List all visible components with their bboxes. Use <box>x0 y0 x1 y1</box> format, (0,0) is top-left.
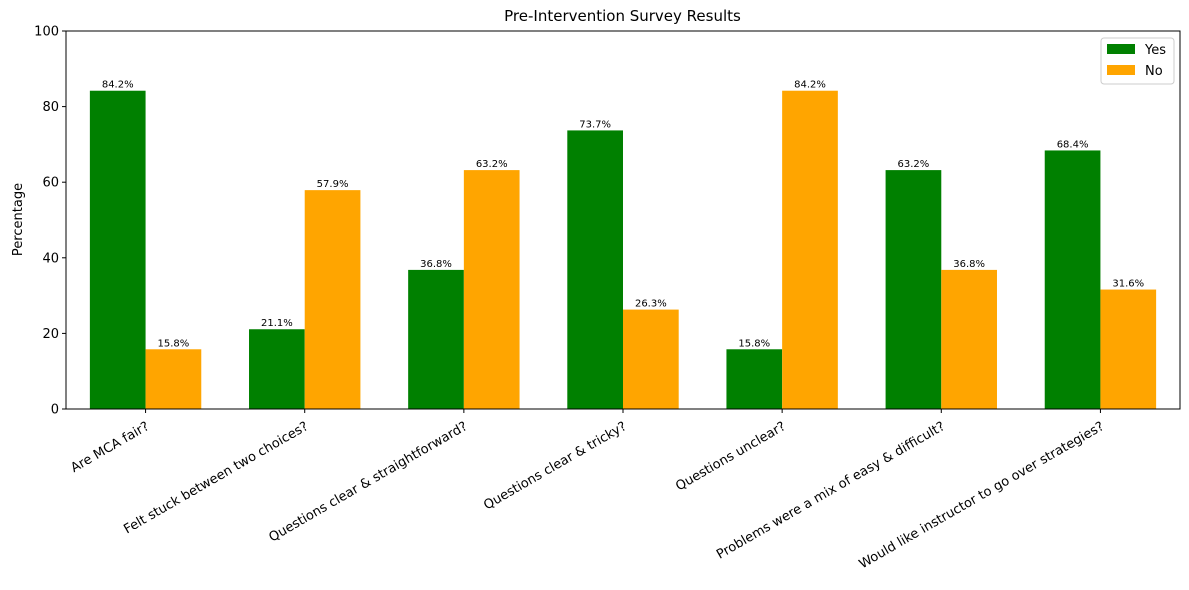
legend-swatch-yes <box>1107 44 1135 54</box>
data-label-yes-5: 63.2% <box>898 159 930 170</box>
data-label-yes-6: 68.4% <box>1057 139 1089 150</box>
y-axis: 0 20 40 60 80 100 <box>34 25 66 418</box>
x-axis: Are MCA fair?Felt stuck between two choi… <box>68 409 1107 572</box>
x-tick-label: Are MCA fair? <box>68 419 152 476</box>
data-labels-layer: 84.2% 21.1% 36.8% 73.7% 15.8% 63.2% 68.4% 15.8%… <box>102 80 1144 350</box>
bar-no-0 <box>145 349 202 409</box>
bar-no-6 <box>1100 289 1157 409</box>
data-label-yes-1: 21.1% <box>261 318 293 329</box>
legend-label-no: No <box>1145 64 1163 79</box>
data-label-yes-4: 15.8% <box>738 338 770 349</box>
x-tick-label: Felt stuck between two choices? <box>121 419 311 537</box>
bar-yes-0 <box>89 90 146 409</box>
bar-yes-4 <box>726 349 783 409</box>
y-tick-label: 60 <box>42 176 59 191</box>
bar-no-3 <box>623 309 679 409</box>
x-tick-label: Questions clear & tricky? <box>481 419 629 513</box>
data-label-no-4: 84.2% <box>794 80 826 91</box>
bar-no-4 <box>782 90 838 409</box>
data-label-yes-3: 73.7% <box>579 119 611 130</box>
y-tick-label: 100 <box>34 25 59 40</box>
data-label-no-0: 15.8% <box>158 338 190 349</box>
x-tick-label: Would like instructor to go over strateg… <box>857 419 1107 572</box>
y-tick-label: 40 <box>42 251 59 266</box>
chart-title: Pre-Intervention Survey Results <box>504 7 741 25</box>
bar-no-5 <box>941 269 997 409</box>
bar-no-1 <box>304 190 361 409</box>
legend-label-yes: Yes <box>1144 43 1166 58</box>
plot-frame <box>65 30 1181 410</box>
data-label-no-6: 31.6% <box>1112 279 1144 290</box>
bar-yes-6 <box>1044 150 1101 409</box>
bar-yes-2 <box>408 269 464 409</box>
data-label-no-5: 36.8% <box>953 259 985 270</box>
x-tick-label: Questions unclear? <box>673 419 788 494</box>
data-label-no-2: 63.2% <box>476 159 508 170</box>
legend: Yes No <box>1100 37 1175 85</box>
data-label-yes-0: 84.2% <box>102 80 134 91</box>
bar-yes-5 <box>885 170 942 409</box>
bar-yes-3 <box>567 130 623 409</box>
y-tick-label: 20 <box>42 327 59 342</box>
bar-yes-1 <box>249 329 305 409</box>
y-axis-label: Percentage <box>11 183 26 256</box>
bar-no-2 <box>463 170 520 409</box>
y-tick-label: 80 <box>42 100 59 115</box>
data-label-no-1: 57.9% <box>317 179 349 190</box>
bars-layer <box>89 90 1157 409</box>
data-label-no-3: 26.3% <box>635 299 667 310</box>
y-tick-label: 0 <box>51 403 59 418</box>
legend-swatch-no <box>1107 65 1135 75</box>
data-label-yes-2: 36.8% <box>420 259 452 270</box>
